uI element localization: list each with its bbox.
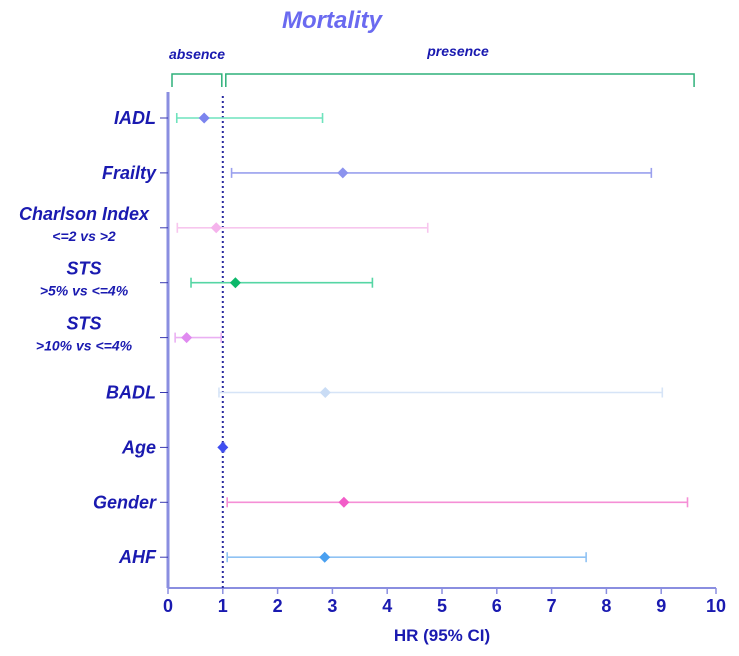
hr-point [210, 222, 222, 234]
row-label: STS [66, 259, 101, 279]
group-label-presence: presence [426, 43, 489, 59]
x-tick-label: 9 [656, 596, 666, 616]
hr-point [319, 551, 331, 563]
row-label: AHF [118, 547, 157, 567]
x-tick-label: 8 [601, 596, 611, 616]
row-label: STS [66, 314, 101, 334]
x-tick-label: 7 [547, 596, 557, 616]
x-tick-label: 2 [273, 596, 283, 616]
x-tick-label: 0 [163, 596, 173, 616]
x-tick-label: 6 [492, 596, 502, 616]
hr-point [229, 277, 241, 289]
row-sublabel: <=2 vs >2 [52, 228, 116, 244]
row-label: Age [121, 437, 156, 457]
group-bracket-presence [225, 73, 695, 87]
x-tick-label: 1 [218, 596, 228, 616]
x-tick-label: 3 [327, 596, 337, 616]
chart-title: Mortality [282, 7, 384, 34]
row-sublabel: >10% vs <=4% [36, 338, 133, 354]
hr-point [319, 387, 331, 398]
hr-point [198, 112, 210, 124]
x-axis-label: HR (95% CI) [394, 626, 490, 645]
row-label: IADL [114, 108, 156, 128]
x-tick-label: 5 [437, 596, 447, 616]
row-label: Charlson Index [19, 204, 150, 224]
row-label: Frailty [102, 163, 157, 183]
group-label-absence: absence [169, 46, 225, 62]
hr-point [181, 332, 193, 344]
hr-point [217, 441, 229, 453]
x-tick-label: 10 [706, 596, 726, 616]
row-label: BADL [106, 383, 156, 403]
x-tick-label: 4 [382, 596, 392, 616]
row-sublabel: >5% vs <=4% [40, 283, 129, 299]
row-label: Gender [93, 492, 157, 512]
group-bracket-absence [171, 73, 223, 87]
hr-point [337, 167, 349, 179]
hr-point [338, 496, 350, 508]
